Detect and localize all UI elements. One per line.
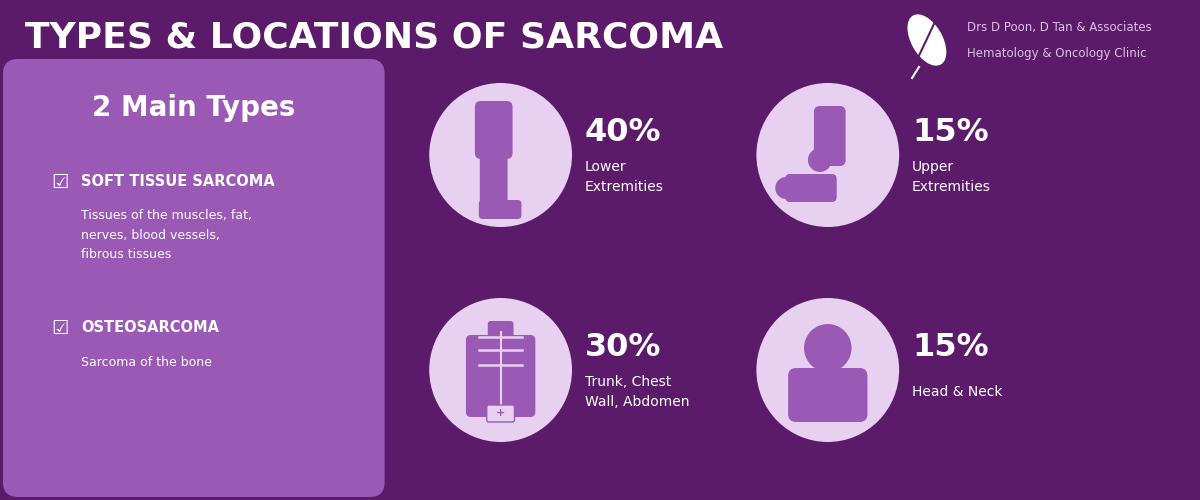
Circle shape <box>808 148 832 172</box>
Text: 15%: 15% <box>912 118 989 148</box>
FancyBboxPatch shape <box>785 174 836 202</box>
Text: Tissues of the muscles, fat,
nerves, blood vessels,
fibrous tissues: Tissues of the muscles, fat, nerves, blo… <box>82 210 252 260</box>
Text: Upper
Extremities: Upper Extremities <box>912 160 991 194</box>
FancyBboxPatch shape <box>480 146 508 214</box>
Circle shape <box>756 83 899 227</box>
Text: TYPES & LOCATIONS OF SARCOMA: TYPES & LOCATIONS OF SARCOMA <box>25 21 722 55</box>
Circle shape <box>756 298 899 442</box>
Text: OSTEOSARCOMA: OSTEOSARCOMA <box>82 320 220 336</box>
FancyBboxPatch shape <box>487 405 515 422</box>
Ellipse shape <box>908 15 946 65</box>
FancyBboxPatch shape <box>479 200 522 219</box>
Circle shape <box>430 298 572 442</box>
Text: 2 Main Types: 2 Main Types <box>91 94 295 122</box>
FancyBboxPatch shape <box>817 356 839 378</box>
FancyBboxPatch shape <box>475 101 512 159</box>
FancyBboxPatch shape <box>788 368 868 422</box>
FancyBboxPatch shape <box>466 335 535 417</box>
Text: ☑: ☑ <box>52 318 70 338</box>
Text: Lower
Extremities: Lower Extremities <box>584 160 664 194</box>
Text: SOFT TISSUE SARCOMA: SOFT TISSUE SARCOMA <box>82 174 275 190</box>
Text: 15%: 15% <box>912 332 989 364</box>
FancyBboxPatch shape <box>487 321 514 343</box>
Text: Hematology & Oncology Clinic: Hematology & Oncology Clinic <box>966 48 1146 60</box>
Text: ☑: ☑ <box>52 172 70 192</box>
Text: 30%: 30% <box>584 332 661 364</box>
Circle shape <box>804 324 852 372</box>
Text: Drs D Poon, D Tan & Associates: Drs D Poon, D Tan & Associates <box>966 22 1151 35</box>
Text: 40%: 40% <box>584 118 661 148</box>
Circle shape <box>430 83 572 227</box>
FancyBboxPatch shape <box>814 106 846 166</box>
Text: Trunk, Chest
Wall, Abdomen: Trunk, Chest Wall, Abdomen <box>584 375 689 409</box>
Text: Sarcoma of the bone: Sarcoma of the bone <box>82 356 212 368</box>
FancyBboxPatch shape <box>2 59 385 497</box>
Text: +: + <box>496 408 505 418</box>
Text: Head & Neck: Head & Neck <box>912 385 1002 399</box>
Circle shape <box>775 177 797 199</box>
